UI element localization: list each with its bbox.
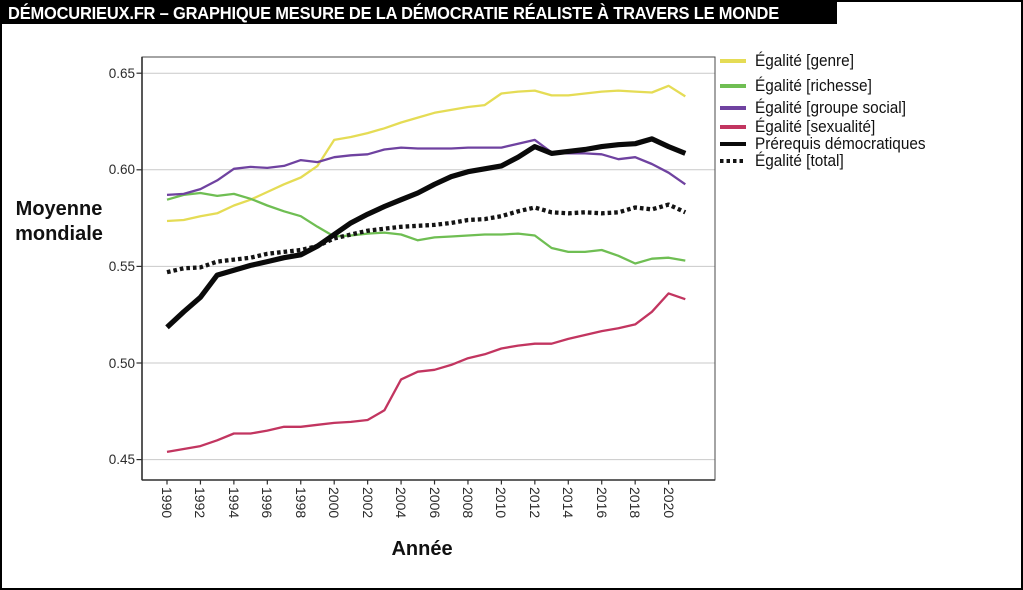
x-tick-label: 2012 (526, 487, 543, 519)
series-line-prerequis (165, 136, 687, 330)
legend-item-groupe-social: Égalité [groupe social] (720, 98, 917, 118)
plot-border (141, 56, 716, 481)
legend-swatch-sexualite-icon (720, 125, 746, 129)
legend-item-richesse: Égalité [richesse] (720, 76, 881, 96)
legend-swatch-total-icon (720, 159, 746, 163)
x-axis-title: Année (391, 538, 453, 560)
x-tick-label: 2016 (593, 487, 610, 519)
legend-swatch-genre-icon (720, 59, 746, 63)
page-title: DÉMOCURIEUX.FR – GRAPHIQUE MESURE DE LA … (8, 2, 780, 23)
legend-swatch-groupe-social-icon (720, 106, 746, 110)
x-tick-label: 2014 (560, 487, 577, 519)
x-tick-label: 1990 (159, 487, 175, 519)
x-tick-label: 2020 (660, 487, 677, 519)
y-tick-label: 0.55 (108, 258, 135, 274)
y-tick-label: 0.45 (108, 452, 135, 468)
legend-label: Égalité [total] (755, 151, 844, 170)
legend-label: Égalité [richesse] (755, 76, 872, 95)
legend-label: Prérequis démocratiques (755, 134, 926, 153)
legend-item-total: Égalité [total] (720, 151, 850, 171)
series-line-richesse (166, 191, 686, 265)
y-axis-title: Moyenne mondiale (15, 198, 103, 245)
y-tick-label: 0.65 (108, 65, 135, 81)
series-line-sexualite (166, 292, 686, 454)
x-tick-label: 1996 (259, 487, 276, 519)
x-tick-label: 1994 (225, 487, 242, 519)
legend-label: Égalité [groupe social] (755, 98, 906, 117)
series-line-total (166, 202, 687, 275)
x-tick-label: 2010 (493, 487, 510, 519)
x-tick-label: 2004 (393, 487, 410, 519)
x-tick-label: 2008 (459, 487, 476, 519)
legend-swatch-richesse-icon (720, 84, 746, 88)
x-tick-label: 2000 (326, 487, 343, 519)
x-tick-label: 2018 (627, 487, 644, 519)
series-line-groupe-social (166, 138, 686, 197)
legend-item-sexualite: Égalité [sexualité] (720, 117, 884, 137)
legend-label: Égalité [genre] (755, 51, 854, 70)
legend-label: Égalité [sexualité] (755, 117, 876, 136)
x-tick-label: 1998 (292, 487, 309, 519)
y-tick-label: 0.50 (108, 355, 135, 371)
x-tick-label: 1992 (192, 487, 209, 519)
legend-item-genre: Égalité [genre] (720, 51, 861, 71)
legend-swatch-prerequis-icon (720, 141, 746, 147)
y-tick-label: 0.60 (108, 162, 135, 178)
legend-item-prerequis: Prérequis démocratiques (720, 134, 938, 154)
x-tick-label: 2006 (426, 487, 443, 519)
series-line-genre (166, 84, 686, 223)
x-tick-label: 2002 (359, 487, 376, 519)
title-bar: DÉMOCURIEUX.FR – GRAPHIQUE MESURE DE LA … (2, 2, 838, 24)
